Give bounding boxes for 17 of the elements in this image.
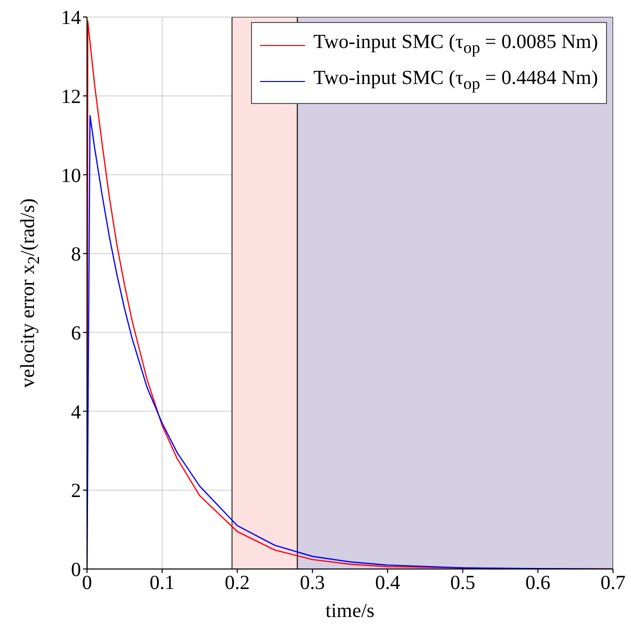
y-tick-label: 4 — [71, 401, 81, 424]
x-tick-label: 0.3 — [300, 572, 325, 594]
x-tick-label: 0.7 — [600, 572, 626, 594]
y-tick-label: 2 — [71, 480, 81, 502]
y-tick-label: 6 — [71, 322, 81, 345]
x-axis-title: time/s — [324, 600, 376, 623]
y-tick-label: 12 — [61, 86, 81, 108]
legend-label: Two-input SMC (τ$_{op}$ = 0.0085 Nm) — [313, 30, 598, 59]
y-tick-label: 14 — [61, 7, 81, 30]
x-tick-label: 0.2 — [224, 572, 250, 594]
y-tick-label: 8 — [71, 244, 81, 266]
x-tick-label: 0.4 — [375, 572, 400, 594]
legend-label: Two-input SMC (τ$_{op}$ = 0.4484 Nm) — [313, 66, 598, 95]
x-tick-label: 0.6 — [525, 572, 550, 594]
x-tick-label: 0.1 — [150, 572, 175, 594]
x-tick-label: 0.5 — [450, 572, 476, 594]
y-tick-label: 10 — [61, 164, 81, 187]
